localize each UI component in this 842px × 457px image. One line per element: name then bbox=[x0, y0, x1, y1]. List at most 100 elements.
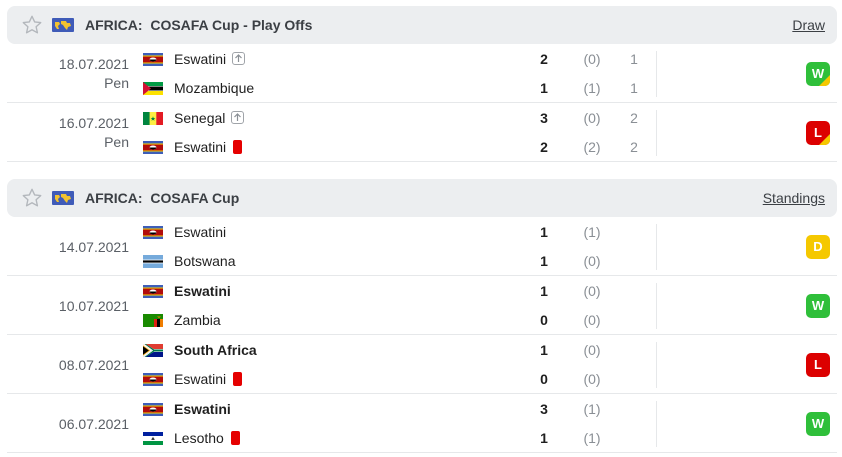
half-time-score: (0) bbox=[583, 312, 601, 328]
away-team-line: Mozambique 1 (1) 1 bbox=[7, 78, 837, 100]
red-card-icon bbox=[233, 372, 243, 386]
result-badge: W bbox=[806, 412, 830, 436]
half-time-score: (0) bbox=[583, 371, 601, 387]
half-time-score: (0) bbox=[583, 342, 601, 358]
result-badge: W bbox=[806, 294, 830, 318]
mozambique-flag-icon bbox=[143, 82, 163, 95]
team-name[interactable]: Zambia bbox=[174, 312, 221, 328]
standings-link[interactable]: Standings bbox=[762, 190, 825, 206]
competition-title: AFRICA: COSAFA Cup bbox=[85, 190, 240, 206]
column-divider bbox=[656, 401, 657, 447]
zambia-flag-icon bbox=[143, 314, 163, 327]
full-time-score: 0 bbox=[540, 371, 548, 387]
half-time-score: (1) bbox=[583, 430, 601, 446]
red-card-icon bbox=[233, 140, 243, 154]
match-row[interactable]: 06.07.2021 Eswatini 3 (1) Lesotho 1 (1) … bbox=[7, 395, 837, 453]
half-time-score: (0) bbox=[583, 110, 601, 126]
column-divider bbox=[656, 51, 657, 97]
team-name[interactable]: Eswatini bbox=[174, 401, 231, 417]
draw-link[interactable]: Draw bbox=[792, 17, 825, 33]
result-badge: D bbox=[806, 235, 830, 259]
full-time-score: 3 bbox=[540, 401, 548, 417]
eswatini-flag-icon bbox=[143, 285, 163, 298]
team-name[interactable]: Mozambique bbox=[174, 80, 255, 96]
team-name[interactable]: Botswana bbox=[174, 253, 236, 269]
competition-header-cosafa: AFRICA: COSAFA Cup Standings bbox=[7, 179, 837, 217]
match-row[interactable]: 10.07.2021 Eswatini 1 (0) Zambia 0 (0) W bbox=[7, 277, 837, 335]
full-time-score: 1 bbox=[540, 80, 548, 96]
match-row[interactable]: 14.07.2021 Eswatini 1 (1) Botswana 1 (0)… bbox=[7, 218, 837, 276]
away-team-line: Botswana 1 (0) bbox=[7, 251, 837, 273]
half-time-score: (1) bbox=[583, 80, 601, 96]
match-date: 16.07.2021 Pen bbox=[58, 115, 129, 150]
competition-title: AFRICA: COSAFA Cup - Play Offs bbox=[85, 17, 313, 33]
match-date: 06.07.2021 bbox=[58, 416, 129, 432]
away-team-line: Lesotho 1 (1) bbox=[7, 428, 837, 450]
team-name[interactable]: Eswatini bbox=[174, 371, 243, 387]
team-name[interactable]: Eswatini bbox=[174, 51, 246, 67]
senegal-flag-icon bbox=[143, 112, 163, 125]
team-name[interactable]: Eswatini bbox=[174, 139, 243, 155]
half-time-score: (2) bbox=[583, 139, 601, 155]
half-time-score: (0) bbox=[583, 51, 601, 67]
full-time-score: 2 bbox=[540, 139, 548, 155]
full-time-score: 2 bbox=[540, 51, 548, 67]
eswatini-flag-icon bbox=[143, 403, 163, 416]
match-row[interactable]: 08.07.2021 South Africa 1 (0) Eswatini 0… bbox=[7, 336, 837, 394]
penalty-score: 1 bbox=[630, 51, 638, 67]
half-time-score: (1) bbox=[583, 401, 601, 417]
penalty-score: 1 bbox=[630, 80, 638, 96]
world-map-icon bbox=[52, 18, 74, 32]
away-team-line: Eswatini 0 (0) bbox=[7, 369, 837, 391]
match-row[interactable]: 16.07.2021 Pen Senegal 3 (0) 2 Eswatini 2… bbox=[7, 104, 837, 162]
column-divider bbox=[656, 110, 657, 156]
home-team-line: Eswatini 2 (0) 1 bbox=[7, 49, 837, 71]
half-time-score: (0) bbox=[583, 283, 601, 299]
home-team-line: South Africa 1 (0) bbox=[7, 340, 837, 362]
full-time-score: 0 bbox=[540, 312, 548, 328]
match-date: 18.07.2021 Pen bbox=[58, 56, 129, 91]
result-badge: L bbox=[806, 121, 830, 145]
match-date: 14.07.2021 bbox=[58, 239, 129, 255]
team-name[interactable]: Eswatini bbox=[174, 283, 231, 299]
column-divider bbox=[656, 342, 657, 388]
arrow-up-icon bbox=[231, 111, 245, 124]
eswatini-flag-icon bbox=[143, 373, 163, 386]
home-team-line: Eswatini 3 (1) bbox=[7, 399, 837, 421]
full-time-score: 1 bbox=[540, 253, 548, 269]
match-row[interactable]: 18.07.2021 Pen Eswatini 2 (0) 1 Mozambiqu… bbox=[7, 45, 837, 103]
team-name[interactable]: Senegal bbox=[174, 110, 245, 126]
result-badge: W bbox=[806, 62, 830, 86]
team-name[interactable]: Lesotho bbox=[174, 430, 240, 446]
team-name[interactable]: South Africa bbox=[174, 342, 257, 358]
match-date: 10.07.2021 bbox=[58, 298, 129, 314]
home-team-line: Senegal 3 (0) 2 bbox=[7, 108, 837, 130]
eswatini-flag-icon bbox=[143, 226, 163, 239]
red-card-icon bbox=[230, 431, 240, 445]
full-time-score: 1 bbox=[540, 283, 548, 299]
penalty-score: 2 bbox=[630, 139, 638, 155]
full-time-score: 3 bbox=[540, 110, 548, 126]
home-team-line: Eswatini 1 (1) bbox=[7, 222, 837, 244]
eswatini-flag-icon bbox=[143, 141, 163, 154]
full-time-score: 1 bbox=[540, 224, 548, 240]
star-icon[interactable] bbox=[21, 14, 43, 36]
column-divider bbox=[656, 283, 657, 329]
world-map-icon bbox=[52, 191, 74, 205]
lesotho-flag-icon bbox=[143, 432, 163, 445]
star-icon[interactable] bbox=[21, 187, 43, 209]
home-team-line: Eswatini 1 (0) bbox=[7, 281, 837, 303]
away-team-line: Zambia 0 (0) bbox=[7, 310, 837, 332]
result-badge: L bbox=[806, 353, 830, 377]
match-date: 08.07.2021 bbox=[58, 357, 129, 373]
full-time-score: 1 bbox=[540, 342, 548, 358]
half-time-score: (0) bbox=[583, 253, 601, 269]
full-time-score: 1 bbox=[540, 430, 548, 446]
team-name[interactable]: Eswatini bbox=[174, 224, 227, 240]
botswana-flag-icon bbox=[143, 255, 163, 268]
column-divider bbox=[656, 224, 657, 270]
eswatini-flag-icon bbox=[143, 53, 163, 66]
arrow-up-icon bbox=[232, 52, 246, 65]
south-africa-flag-icon bbox=[143, 344, 163, 357]
half-time-score: (1) bbox=[583, 224, 601, 240]
